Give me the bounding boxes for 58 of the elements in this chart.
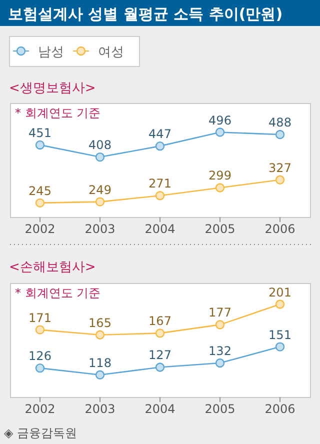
point bbox=[95, 330, 105, 340]
data-label: 271 bbox=[148, 176, 172, 191]
point bbox=[155, 328, 165, 338]
data-label: 496 bbox=[208, 113, 232, 128]
data-label: 249 bbox=[88, 182, 112, 197]
data-label: 327 bbox=[268, 160, 292, 175]
data-label: 118 bbox=[88, 356, 112, 370]
point bbox=[215, 128, 225, 137]
data-label: 151 bbox=[268, 328, 292, 342]
x-tick-label: 2004 bbox=[144, 222, 176, 236]
data-label: 451 bbox=[28, 126, 52, 140]
x-tick-label: 2003 bbox=[84, 222, 116, 236]
x-tick-label: 2006 bbox=[264, 222, 296, 236]
point bbox=[95, 152, 105, 162]
point bbox=[35, 325, 45, 334]
data-label: 127 bbox=[148, 348, 172, 362]
point bbox=[275, 130, 285, 140]
data-label: 177 bbox=[208, 306, 232, 320]
point bbox=[275, 342, 285, 352]
chart-subtitle: <손해보험사> bbox=[9, 260, 96, 275]
x-tick-label: 2002 bbox=[24, 402, 56, 416]
legend-label: 여성 bbox=[98, 45, 124, 60]
point bbox=[215, 358, 225, 368]
data-label: 165 bbox=[88, 316, 112, 330]
data-label: 408 bbox=[88, 138, 112, 152]
data-label: 132 bbox=[208, 344, 232, 358]
annotation: * 회계연도 기준 bbox=[15, 106, 101, 120]
point bbox=[215, 183, 225, 192]
point bbox=[275, 300, 285, 309]
data-label: 245 bbox=[28, 184, 52, 198]
point bbox=[155, 141, 165, 151]
x-tick-label: 2006 bbox=[264, 402, 296, 416]
data-label: 171 bbox=[28, 310, 52, 325]
data-label: 488 bbox=[268, 116, 292, 130]
x-tick-label: 2003 bbox=[84, 402, 116, 416]
chart-title: 보험설계사 성별 월평균 소득 추이(만원) bbox=[8, 5, 283, 23]
data-label: 126 bbox=[28, 349, 52, 364]
x-tick-label: 2004 bbox=[144, 402, 176, 416]
legend-label: 남성 bbox=[38, 45, 64, 60]
point bbox=[155, 191, 165, 200]
chart-subtitle: <생명보험사> bbox=[9, 81, 96, 96]
data-label: 167 bbox=[148, 314, 172, 328]
point bbox=[35, 198, 45, 208]
point bbox=[155, 362, 165, 372]
point bbox=[215, 320, 225, 330]
point bbox=[95, 197, 105, 206]
x-tick-label: 2005 bbox=[204, 402, 236, 416]
point bbox=[95, 370, 105, 380]
point bbox=[35, 363, 45, 373]
text: ◈ 금융감독원 bbox=[4, 426, 78, 440]
point bbox=[35, 140, 45, 150]
x-tick-label: 2005 bbox=[204, 222, 236, 236]
annotation: * 회계연도 기준 bbox=[15, 286, 101, 300]
data-label: 299 bbox=[208, 168, 232, 183]
data-label: 447 bbox=[148, 127, 172, 142]
x-tick-label: 2002 bbox=[24, 222, 56, 236]
point bbox=[275, 175, 285, 184]
data-label: 201 bbox=[268, 285, 292, 300]
